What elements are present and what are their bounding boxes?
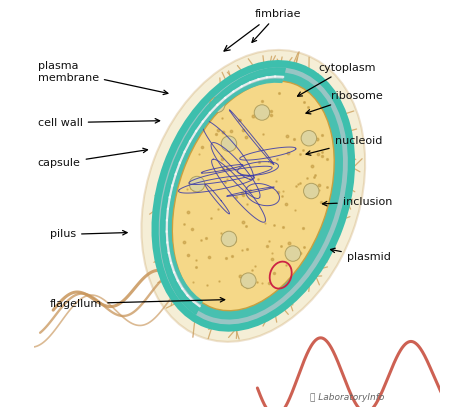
Text: plasmid: plasmid	[330, 248, 391, 262]
Text: cytoplasm: cytoplasm	[298, 63, 376, 96]
Ellipse shape	[303, 183, 319, 199]
Ellipse shape	[141, 50, 365, 342]
Ellipse shape	[210, 97, 225, 113]
Text: pilus: pilus	[50, 229, 127, 239]
Ellipse shape	[254, 105, 270, 120]
Text: flagellum: flagellum	[50, 297, 225, 308]
Ellipse shape	[285, 246, 301, 261]
Ellipse shape	[152, 60, 355, 332]
Text: inclusion: inclusion	[322, 197, 392, 207]
Ellipse shape	[221, 231, 237, 247]
Polygon shape	[160, 68, 285, 314]
Text: Ⓛ LaboratoryInfo: Ⓛ LaboratoryInfo	[310, 393, 384, 402]
Ellipse shape	[301, 131, 317, 146]
Ellipse shape	[241, 273, 256, 288]
Polygon shape	[166, 76, 283, 307]
Text: ribosome: ribosome	[306, 91, 382, 114]
Ellipse shape	[159, 67, 348, 324]
Text: nucleoid: nucleoid	[306, 136, 382, 155]
Text: plasma
membrane: plasma membrane	[38, 61, 168, 95]
Text: capsule: capsule	[38, 148, 147, 169]
Text: fimbriae: fimbriae	[252, 9, 301, 42]
Ellipse shape	[189, 176, 205, 192]
Text: cell wall: cell wall	[38, 118, 160, 128]
Polygon shape	[169, 79, 283, 304]
Ellipse shape	[164, 72, 343, 319]
Ellipse shape	[221, 136, 237, 151]
Ellipse shape	[173, 81, 334, 310]
